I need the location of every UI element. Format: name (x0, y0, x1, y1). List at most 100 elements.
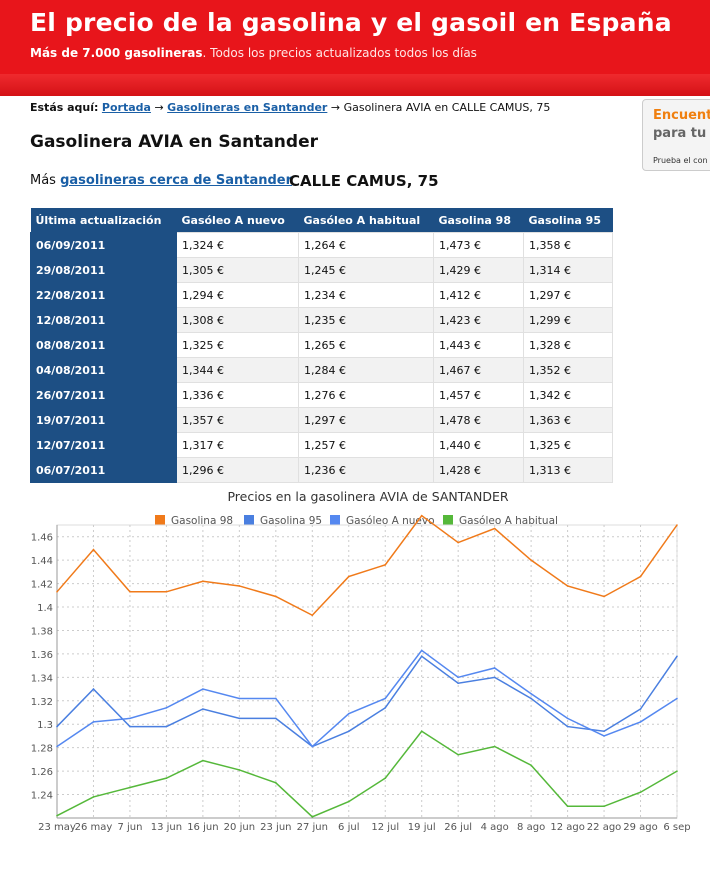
legend-swatch (244, 515, 254, 525)
data-point (457, 753, 459, 756)
y-tick-label: 1.4 (37, 603, 53, 614)
x-tick-label: 16 jun (187, 822, 218, 833)
column-header: Gasóleo A nuevo (176, 208, 299, 233)
chart-title: Precios en la gasolinera AVIA de SANTAND… (227, 489, 508, 504)
data-point (384, 707, 387, 709)
data-point (420, 514, 423, 517)
ad-banner[interactable]: Encuent para tu c Prueba el con (642, 99, 710, 171)
ad-subline: para tu c (653, 126, 710, 141)
breadcrumb-separator: → (327, 101, 344, 114)
row-date: 08/08/2011 (30, 332, 177, 358)
data-point (420, 730, 423, 733)
price-cell: 1,423 € (433, 307, 524, 333)
data-point (92, 721, 95, 723)
breadcrumb-home-link[interactable]: Portada (101, 101, 151, 114)
data-point (530, 764, 532, 767)
breadcrumb-separator: → (150, 101, 168, 114)
data-point (275, 782, 277, 784)
row-date: 26/07/2011 (30, 382, 177, 408)
data-point (566, 805, 569, 808)
price-cell: 1,440 € (433, 432, 524, 458)
data-point (238, 769, 241, 771)
data-point (56, 725, 58, 728)
price-cell: 1,299 € (523, 307, 613, 333)
price-cell: 1,297 € (523, 282, 613, 308)
x-tick-label: 29 ago (623, 822, 658, 833)
price-cell: 1,342 € (523, 382, 613, 408)
data-point (238, 585, 241, 587)
table-row: 06/09/2011 1,324 €1,264 €1,473 €1,358 € (30, 232, 613, 258)
price-cell: 1,473 € (433, 232, 524, 258)
breadcrumb: Estás aquí: Portada → Gasolineras en San… (30, 101, 550, 114)
table-row: 08/08/2011 1,325 €1,265 €1,443 €1,328 € (30, 332, 613, 358)
data-point (311, 816, 314, 818)
row-date: 12/07/2011 (30, 432, 177, 458)
data-point (566, 717, 569, 720)
data-point (603, 730, 605, 733)
data-point (676, 697, 678, 700)
column-header: Última actualización (30, 208, 177, 233)
data-point (165, 725, 168, 728)
plot-area (56, 524, 678, 819)
x-tick-label: 7 jun (117, 822, 142, 833)
column-header: Gasolina 98 (433, 208, 524, 233)
data-point (56, 814, 58, 817)
price-cell: 1,412 € (433, 282, 524, 308)
data-point (56, 745, 58, 748)
price-cell: 1,234 € (298, 282, 434, 308)
x-tick-label: 4 ago (481, 822, 509, 833)
legend-label[interactable]: Gasóleo A nuevo (346, 515, 435, 527)
site-tagline: Más de 7.000 gasolineras. Todos los prec… (30, 46, 477, 60)
price-cell: 1,257 € (298, 432, 434, 458)
price-cell: 1,328 € (523, 332, 613, 358)
data-point (457, 682, 459, 685)
data-point (238, 717, 241, 720)
series-line (56, 730, 678, 818)
price-cell: 1,357 € (176, 407, 299, 433)
header-band (0, 74, 710, 96)
nearby-stations-link[interactable]: gasolineras cerca de Santander (60, 173, 293, 188)
breadcrumb-city-link[interactable]: Gasolineras en Santander (167, 101, 328, 114)
nearby-stations: Más gasolineras cerca de Santander (30, 173, 292, 188)
data-point (202, 759, 204, 762)
data-point (347, 712, 350, 715)
tagline-rest: . Todos los precios actualizados todos l… (202, 46, 477, 60)
x-tick-label: 22 ago (587, 822, 622, 833)
legend-label[interactable]: Gasolina 98 (171, 515, 233, 527)
data-point (129, 591, 131, 593)
site-title[interactable]: El precio de la gasolina y el gasoil en … (30, 8, 672, 37)
price-cell: 1,294 € (176, 282, 299, 308)
data-point (603, 735, 605, 737)
legend-label[interactable]: Gasóleo A habitual (459, 515, 558, 527)
series-line (56, 655, 678, 748)
ad-cta: Prueba el con (653, 156, 708, 165)
price-cell: 1,297 € (298, 407, 434, 433)
price-table: Última actualización Gasóleo A nuevo Gasól… (30, 208, 613, 483)
legend-swatch (155, 515, 165, 525)
price-cell: 1,325 € (176, 332, 299, 358)
price-cell: 1,314 € (523, 257, 613, 283)
data-point (639, 575, 642, 578)
data-point (530, 692, 532, 695)
x-tick-label: 26 jul (444, 822, 472, 833)
price-cell: 1,325 € (523, 432, 613, 458)
data-point (530, 697, 532, 700)
data-point (566, 585, 569, 587)
x-tick-label: 6 jul (338, 822, 359, 833)
breadcrumb-current: Gasolinera AVIA en CALLE CAMUS, 75 (343, 101, 551, 114)
data-point (311, 614, 314, 617)
data-point (493, 527, 496, 530)
price-cell: 1,443 € (433, 332, 524, 358)
legend-label[interactable]: Gasolina 95 (260, 515, 322, 527)
data-point (129, 725, 131, 728)
x-tick-label: 13 jun (151, 822, 182, 833)
x-tick-label: 6 sep (663, 822, 690, 833)
data-point (275, 717, 277, 720)
row-date: 04/08/2011 (30, 357, 177, 383)
data-point (275, 595, 277, 598)
price-cell: 1,429 € (433, 257, 524, 283)
data-point (603, 805, 605, 808)
column-header: Gasóleo A habitual (298, 208, 434, 233)
data-point (56, 591, 58, 593)
data-point (165, 777, 168, 779)
